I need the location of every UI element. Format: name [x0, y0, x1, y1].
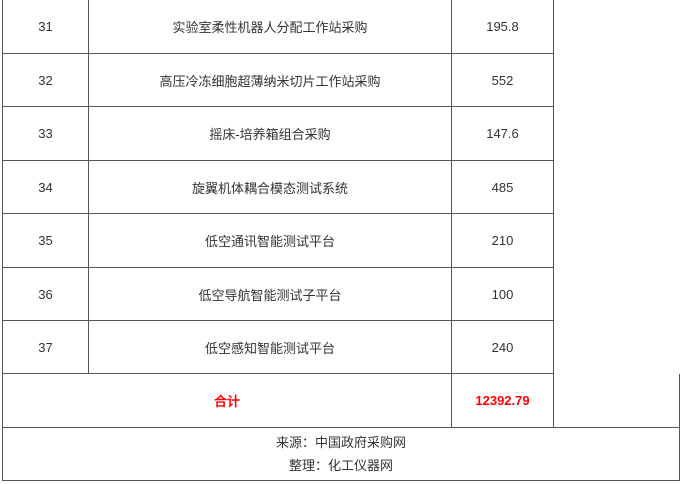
item-name: 高压冷冻细胞超薄纳米切片工作站采购 [159, 73, 381, 89]
item-amount-cell: 147.6 [451, 107, 554, 161]
total-label: 合计 [213, 394, 240, 409]
total-amount-cell: 12392.79 [451, 374, 553, 428]
item-amount: 485 [491, 179, 514, 195]
item-name: 低空导航智能测试子平台 [198, 287, 342, 303]
item-name-cell: 旋翼机体耦合模态测试系统 [88, 161, 451, 214]
row-number: 37 [38, 339, 53, 355]
row-number-cell: 36 [2, 268, 88, 321]
item-name-cell: 实验室柔性机器人分配工作站采购 [88, 0, 451, 54]
item-name: 摇床-培养箱组合采购 [209, 127, 331, 142]
row-number: 36 [38, 286, 53, 302]
item-amount: 210 [491, 233, 514, 248]
row-number-cell: 37 [2, 321, 88, 374]
item-name-cell: 高压冷冻细胞超薄纳米切片工作站采购 [88, 54, 451, 107]
item-name: 旋翼机体耦合模态测试系统 [191, 180, 348, 196]
item-amount-cell: 195.8 [451, 0, 554, 54]
row-number-cell: 32 [2, 54, 88, 107]
row-number: 35 [38, 233, 53, 248]
row-number: 34 [38, 179, 53, 195]
item-amount: 552 [491, 72, 514, 88]
total-label-cell: 合计 [2, 374, 451, 428]
row-number: 33 [38, 126, 53, 141]
item-name: 实验室柔性机器人分配工作站采购 [172, 20, 368, 35]
row-number-cell: 31 [2, 0, 88, 54]
row-number-cell: 34 [2, 161, 88, 214]
footer-cell: 来源：中国政府采购网 整理：化工仪器网 [2, 428, 680, 481]
item-amount-cell: 552 [451, 54, 554, 107]
row-number-cell: 35 [2, 214, 88, 268]
editor-text: 整理：化工仪器网 [288, 458, 393, 473]
source-text: 来源：中国政府采购网 [275, 435, 406, 450]
row-number-cell: 33 [2, 107, 88, 161]
item-name: 低空通讯智能测试平台 [204, 234, 335, 249]
item-name-cell: 低空导航智能测试子平台 [88, 268, 451, 321]
item-amount: 100 [491, 286, 514, 302]
item-name-cell: 低空感知智能测试平台 [88, 321, 451, 374]
item-amount-cell: 100 [451, 268, 554, 321]
item-amount: 147.6 [486, 126, 519, 141]
item-amount-cell: 210 [451, 214, 554, 268]
item-amount: 240 [491, 339, 514, 355]
row-number: 32 [38, 72, 53, 88]
item-name-cell: 摇床-培养箱组合采购 [88, 107, 451, 161]
item-amount: 195.8 [486, 19, 519, 34]
row-number: 31 [38, 19, 53, 34]
total-amount: 12392.79 [475, 393, 530, 408]
total-empty-cell [553, 374, 680, 428]
item-amount-cell: 240 [451, 321, 554, 374]
item-name-cell: 低空通讯智能测试平台 [88, 214, 451, 268]
item-amount-cell: 485 [451, 161, 554, 214]
item-name: 低空感知智能测试平台 [204, 340, 335, 356]
